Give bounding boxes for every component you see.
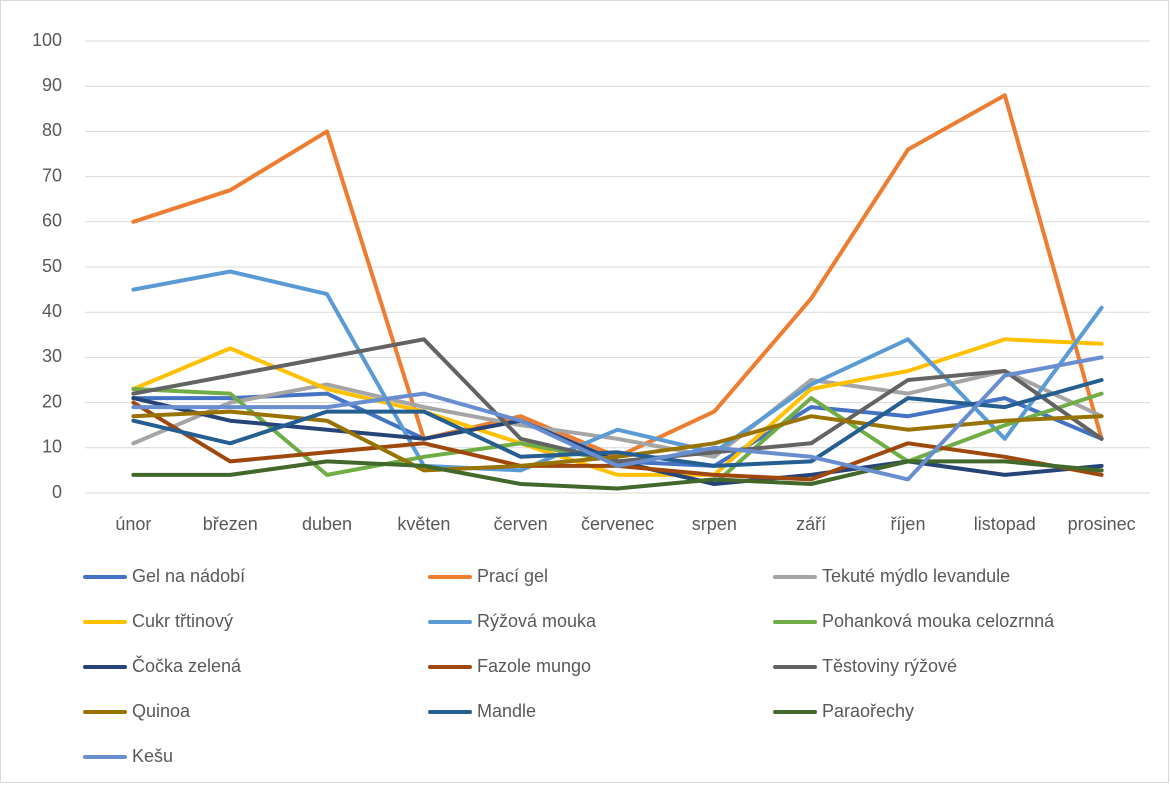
series-line [131, 459, 1104, 491]
x-tick-label: červenec [581, 514, 654, 534]
legend-label: Čočka zelená [132, 655, 242, 676]
series-line [131, 369, 1104, 459]
series-line [131, 355, 1104, 482]
y-tick-label: 20 [42, 391, 62, 411]
legend-label: Gel na nádobí [132, 566, 245, 586]
legend-label: Mandle [477, 701, 536, 721]
legend-label: Kešu [132, 746, 173, 766]
legend-label: Prací gel [477, 566, 548, 586]
series-line [131, 378, 1104, 468]
legend-label: Cukr třtinový [132, 611, 233, 631]
x-tick-label: únor [115, 514, 151, 534]
legend-label: Quinoa [132, 701, 191, 721]
x-tick-label: červen [494, 514, 548, 534]
x-tick-label: březen [203, 514, 258, 534]
y-tick-label: 50 [42, 256, 62, 276]
y-tick-label: 70 [42, 165, 62, 185]
series-line [131, 337, 1104, 477]
y-tick-label: 90 [42, 75, 62, 95]
y-tick-label: 100 [32, 30, 62, 50]
y-tick-label: 10 [42, 437, 62, 457]
x-tick-label: duben [302, 514, 352, 534]
y-tick-label: 40 [42, 301, 62, 321]
x-tick-label: srpen [692, 514, 737, 534]
x-tick-label: květen [397, 514, 450, 534]
series-line [131, 409, 1104, 473]
y-tick-label: 30 [42, 346, 62, 366]
legend-label: Pohanková mouka celozrnná [822, 611, 1055, 631]
legend-label: Tekuté mýdlo levandule [822, 566, 1010, 586]
series-line [131, 269, 1104, 473]
x-tick-label: prosinec [1068, 514, 1136, 534]
legend-label: Těstoviny rýžové [822, 656, 957, 676]
x-tick-label: listopad [974, 514, 1036, 534]
y-tick-label: 60 [42, 211, 62, 231]
y-tick-label: 0 [52, 482, 62, 502]
legend-label: Rýžová mouka [477, 611, 597, 631]
legend-label: Paraořechy [822, 701, 914, 721]
x-tick-label: říjen [890, 514, 925, 534]
legend-label: Fazole mungo [477, 656, 591, 676]
y-tick-label: 80 [42, 120, 62, 140]
series-line [131, 337, 1104, 464]
x-tick-label: září [796, 514, 826, 534]
